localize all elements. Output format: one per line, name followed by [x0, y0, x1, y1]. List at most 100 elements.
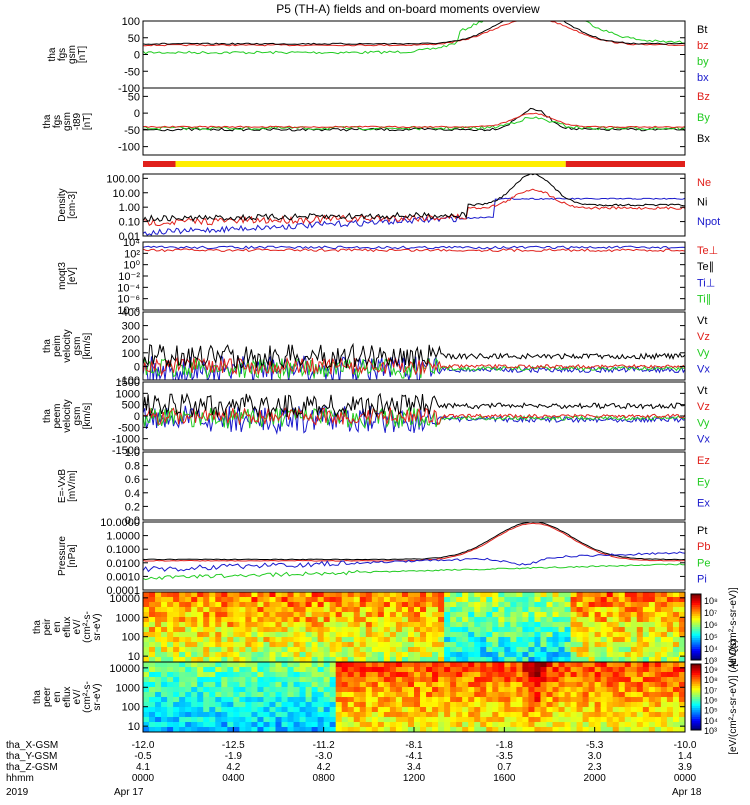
- spectrogram-cell: [281, 707, 289, 713]
- spectrogram-cell: [365, 672, 373, 678]
- spectrogram-cell: [179, 657, 186, 662]
- spectrogram-cell: [233, 657, 240, 662]
- spectrogram-cell: [540, 632, 548, 638]
- spectrogram-cell: [323, 692, 331, 698]
- spectrogram-cell: [389, 667, 397, 673]
- ylabel-fgs_gsm_t89: fgs: [52, 115, 63, 128]
- spectrogram-cell: [395, 712, 403, 718]
- spectrogram-cell: [438, 727, 445, 732]
- spectrogram-cell: [329, 722, 337, 728]
- spectrogram-cell: [558, 692, 566, 698]
- spectrogram-cell: [143, 617, 150, 623]
- spectrogram-cell: [510, 622, 517, 628]
- spectrogram-cell: [149, 722, 156, 728]
- spectrogram-cell: [636, 722, 644, 728]
- spectrogram-cell: [438, 597, 445, 603]
- spectrogram-cell: [546, 667, 554, 673]
- spectrogram-cell: [546, 707, 554, 713]
- spectrogram-cell: [504, 652, 511, 658]
- spectrogram-cell: [522, 722, 530, 728]
- spectrogram-cell: [510, 602, 517, 608]
- spectrogram-cell: [450, 652, 457, 658]
- spectrogram-cell: [660, 667, 668, 673]
- spectrogram-cell: [401, 597, 409, 603]
- spectrogram-cell: [516, 722, 523, 728]
- spectrogram-cell: [173, 652, 180, 658]
- spectrogram-cell: [275, 602, 283, 608]
- spectrogram-cell: [359, 712, 367, 718]
- spectrogram-cell: [377, 662, 385, 668]
- spectrogram-cell: [486, 627, 493, 633]
- spectrogram-cell: [510, 592, 517, 598]
- spectrogram-cell: [353, 632, 361, 638]
- spectrogram-cell: [389, 617, 397, 623]
- spectrogram-cell: [275, 647, 283, 653]
- spectrogram-cell: [371, 602, 379, 608]
- spectrogram-cell: [462, 617, 469, 623]
- spectrogram-cell: [371, 662, 379, 668]
- spectrogram-cell: [516, 717, 523, 723]
- spectrogram-cell: [161, 657, 168, 662]
- spectrogram-cell: [341, 627, 349, 633]
- spectrogram-cell: [383, 662, 391, 668]
- spectrogram-cell: [486, 622, 493, 628]
- spectrogram-cell: [666, 592, 674, 598]
- spectrogram-cell: [227, 682, 234, 688]
- spectrogram-cell: [371, 612, 379, 618]
- spectrogram-cell: [444, 662, 451, 668]
- spectrogram-cell: [654, 617, 662, 623]
- colorbar-swatch: [691, 683, 701, 687]
- spectrogram-cell: [606, 642, 614, 648]
- spectrogram-cell: [401, 637, 409, 643]
- spectrogram-cell: [329, 677, 337, 683]
- spectrogram-cell: [600, 627, 608, 633]
- spectrogram-cell: [522, 702, 530, 708]
- spectrogram-cell: [143, 687, 150, 693]
- colorbar-swatch: [691, 624, 701, 628]
- spectrogram-cell: [395, 647, 403, 653]
- spectrogram-cell: [401, 592, 409, 598]
- spectrogram-cell: [486, 667, 493, 673]
- spectrogram-cell: [636, 712, 644, 718]
- spectrogram-cell: [191, 602, 198, 608]
- spectrogram-cell: [600, 722, 608, 728]
- spectrogram-cell: [564, 722, 572, 728]
- spectrogram-cell: [257, 672, 265, 678]
- spectrogram-cell: [576, 657, 584, 662]
- spectrogram-cell: [311, 712, 319, 718]
- legend-temperature-ti⊥: Ti⊥: [697, 277, 715, 289]
- spectrogram-cell: [365, 682, 373, 688]
- spectrogram-cell: [510, 607, 517, 613]
- spectrogram-cell: [179, 617, 186, 623]
- spectrogram-cell: [510, 672, 517, 678]
- spectrogram-cell: [600, 682, 608, 688]
- spectrogram-cell: [438, 712, 445, 718]
- spectrogram-cell: [287, 682, 295, 688]
- spectrogram-cell: [492, 682, 499, 688]
- spectrogram-cell: [426, 677, 433, 683]
- spectrogram-cell: [630, 642, 638, 648]
- spectrogram-cell: [546, 712, 554, 718]
- spectrogram-cell: [642, 622, 650, 628]
- spectrogram-cell: [678, 612, 685, 618]
- spectrogram-cell: [203, 647, 210, 653]
- spectrogram-cell: [371, 677, 379, 683]
- spectrogram-cell: [269, 697, 277, 703]
- spectrogram-cell: [371, 637, 379, 643]
- spectrogram-cell: [528, 722, 536, 728]
- spectrogram-cell: [263, 707, 271, 713]
- spectrogram-cell: [564, 652, 572, 658]
- spectrogram-cell: [257, 642, 265, 648]
- spectrogram-cell: [383, 657, 391, 662]
- spectrogram-cell: [672, 612, 680, 618]
- spectrogram-cell: [341, 692, 349, 698]
- spectrogram-cell: [576, 722, 584, 728]
- spectrogram-cell: [173, 687, 180, 693]
- spectrogram-cell: [660, 652, 668, 658]
- spectrogram-cell: [678, 597, 685, 603]
- spectrogram-cell: [624, 647, 632, 653]
- spectrogram-cell: [480, 682, 487, 688]
- spectrogram-cell: [287, 717, 295, 723]
- spectrogram-cell: [305, 682, 313, 688]
- spectrogram-cell: [239, 647, 246, 653]
